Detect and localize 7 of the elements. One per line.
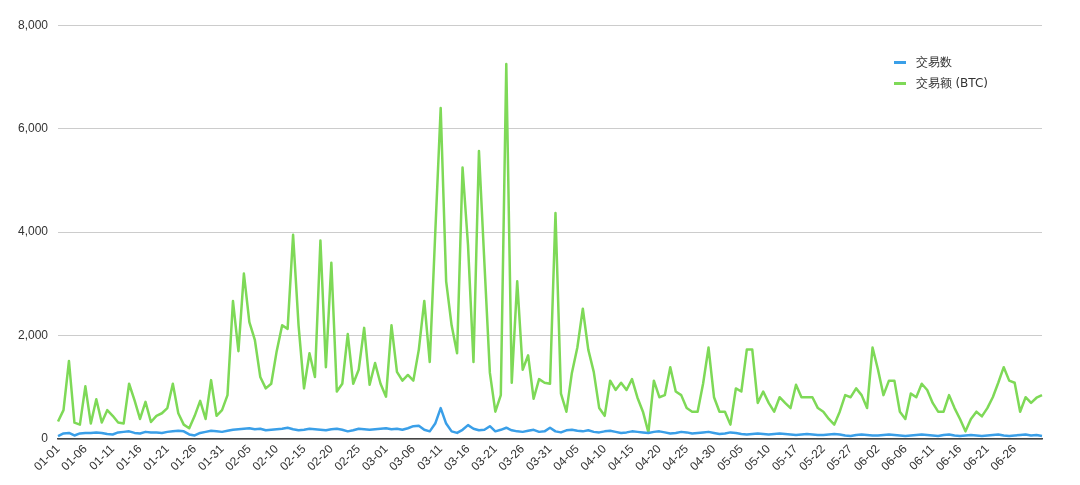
y-tick-label: 8,000 <box>18 17 49 32</box>
y-tick-label: 4,000 <box>18 224 49 239</box>
legend-label: 交易数 <box>915 54 952 71</box>
y-tick-label: 0 <box>41 431 49 446</box>
legend-label: 交易额 (BTC) <box>915 75 988 92</box>
y-tick-label: 6,000 <box>18 120 49 135</box>
y-tick-label: 2,000 <box>18 327 49 342</box>
